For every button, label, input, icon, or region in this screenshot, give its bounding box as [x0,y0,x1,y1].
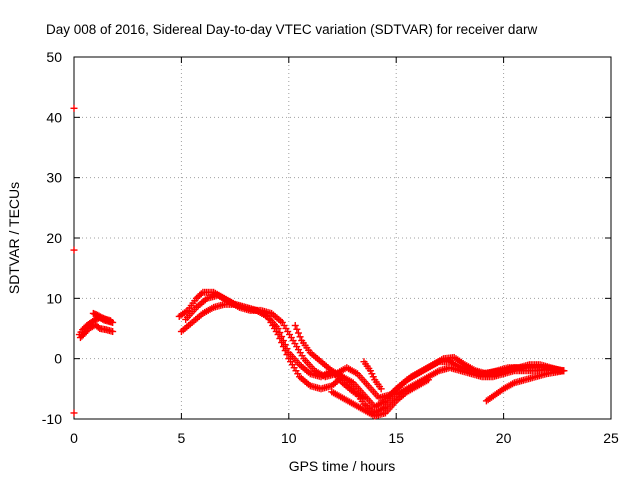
x-tick-label: 0 [70,430,78,446]
data-point-edge [70,104,78,112]
data-point-track-7 [294,329,302,337]
y-tick-label: 30 [46,170,62,186]
x-tick-label: 15 [388,430,404,446]
data-point-track-2 [94,323,102,331]
y-tick-labels: -10 0 10 20 30 40 50 [42,49,62,427]
x-tick-label: 25 [603,430,619,446]
data-point-track-5 [279,343,287,351]
axis-ticks [73,56,612,420]
data-point-track-8 [424,376,432,384]
data-point-edge [70,246,78,254]
data-points [70,104,568,420]
chart-title: Day 008 of 2016, Sidereal Day-to-day VTE… [46,22,537,37]
y-tick-label: 50 [46,49,62,65]
x-axis-label: GPS time / hours [289,458,396,474]
data-point-track-2 [109,328,117,336]
x-tick-label: 5 [178,430,186,446]
y-tick-label: 10 [46,290,62,306]
y-axis-label: SDTVAR / TECUs [6,182,22,294]
y-tick-label: 20 [46,230,62,246]
data-point-track-7 [296,333,304,341]
data-point-track-3 [107,317,115,325]
x-tick-labels: 0 5 10 15 20 25 [70,430,619,446]
data-point-track-9 [560,367,568,375]
data-point-track-5 [281,347,289,355]
data-point-track-5 [276,335,284,343]
data-point-track-4 [197,290,205,298]
grid [74,57,611,419]
data-point-track-5 [278,339,286,347]
data-point-track-5 [283,351,291,359]
y-tick-label: 0 [54,351,62,367]
data-point-track-5 [274,331,282,339]
data-point-edge [70,409,78,417]
y-tick-label: 40 [46,109,62,125]
data-point-track-7 [291,321,299,329]
x-tick-label: 20 [496,430,512,446]
data-point-track-10 [377,385,385,393]
y-tick-label: -10 [42,411,62,427]
data-point-track-7 [360,394,368,402]
data-point-track-7 [293,325,301,333]
x-tick-label: 10 [281,430,297,446]
